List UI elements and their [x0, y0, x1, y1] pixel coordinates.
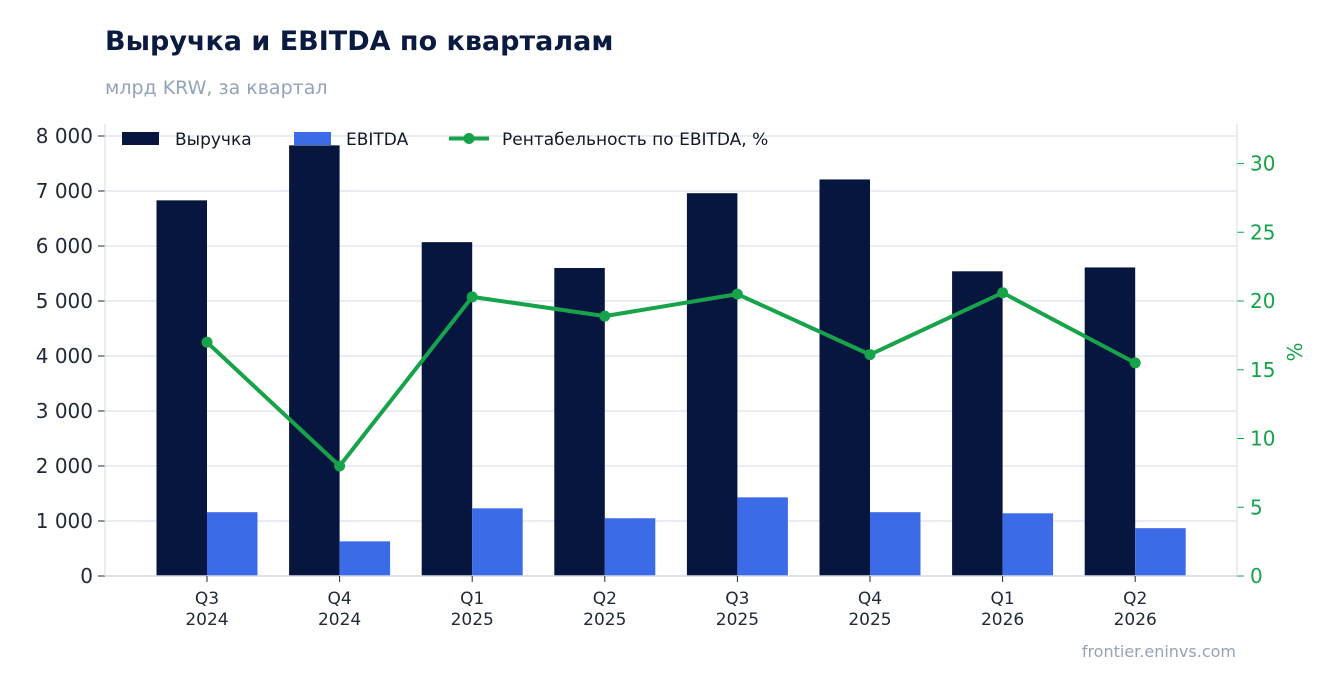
margin-point — [466, 291, 478, 303]
bar-revenue — [1084, 267, 1136, 576]
x-tick-label-year: 2025 — [716, 610, 759, 630]
y-right-tick-label: 5 — [1250, 495, 1263, 519]
bar-ebitda — [737, 497, 788, 576]
bar-revenue — [554, 268, 605, 576]
x-tick-label-quarter: Q3 — [725, 589, 749, 609]
bar-revenue — [156, 200, 207, 576]
bar-revenue — [686, 193, 738, 576]
y-left-tick-label: 3 000 — [36, 399, 93, 423]
legend-label-margin: Рентабельность по EBITDA, % — [502, 130, 768, 150]
bar-ebitda — [472, 508, 523, 576]
y-left-tick-label: 7 000 — [36, 179, 93, 203]
bar-layer — [156, 145, 1186, 576]
x-tick-label-year: 2026 — [1114, 610, 1157, 630]
y-left-tick-label: 6 000 — [36, 234, 93, 258]
y-right-tick-label: 30 — [1250, 152, 1275, 176]
y-right-tick-label: 20 — [1250, 289, 1275, 313]
bar-revenue — [952, 271, 1003, 576]
margin-point — [201, 336, 213, 348]
legend-swatch-ebitda — [294, 132, 331, 145]
legend: Выручка EBITDA Рентабельность по EBITDA, % — [122, 130, 768, 150]
source-label: frontier.eninvs.com — [1081, 642, 1236, 661]
bar-revenue — [289, 145, 340, 576]
bar-revenue — [819, 179, 870, 576]
y-right-tick-label: 15 — [1250, 358, 1275, 382]
margin-point — [731, 288, 743, 300]
y-left-tick-label: 8 000 — [36, 124, 93, 148]
x-tick-label-year: 2026 — [981, 610, 1024, 630]
chart-subtitle: млрд KRW, за квартал — [105, 77, 328, 99]
y-right-tick-label: 10 — [1250, 427, 1275, 451]
y-left-tick-label: 0 — [80, 564, 93, 588]
bar-ebitda — [870, 512, 921, 576]
x-tick-label-year: 2025 — [848, 610, 891, 630]
margin-point — [599, 310, 611, 322]
x-tick-label-year: 2025 — [583, 610, 626, 630]
legend-label-revenue: Выручка — [175, 130, 252, 150]
margin-line — [205, 290, 1138, 468]
bar-ebitda — [207, 512, 258, 576]
x-tick-label-year: 2025 — [451, 610, 494, 630]
bar-ebitda — [339, 541, 391, 576]
bar-ebitda — [1002, 513, 1054, 576]
x-tick-label-quarter: Q4 — [858, 589, 882, 609]
y-right-axis-label: % — [1283, 342, 1307, 361]
y-left-tick-label: 5 000 — [36, 289, 93, 313]
x-tick-label-quarter: Q2 — [1123, 589, 1147, 609]
margin-point — [864, 349, 876, 361]
margin-point — [997, 287, 1009, 299]
legend-label-ebitda: EBITDA — [346, 130, 409, 150]
line-layer — [201, 287, 1141, 472]
x-tick-label-quarter: Q4 — [327, 589, 351, 609]
y-right-tick-label: 0 — [1250, 564, 1263, 588]
x-tick-label-quarter: Q1 — [990, 589, 1014, 609]
y-right-tick-label: 25 — [1250, 220, 1275, 244]
x-tick-label-year: 2024 — [185, 610, 228, 630]
bar-ebitda — [604, 518, 656, 576]
legend-swatch-revenue — [122, 132, 159, 145]
x-tick-label-quarter: Q3 — [195, 589, 219, 609]
bar-revenue — [421, 242, 473, 576]
margin-point — [1129, 357, 1141, 369]
x-tick-label-quarter: Q2 — [593, 589, 617, 609]
chart-title: Выручка и EBITDA по кварталам — [105, 26, 614, 57]
y-left-tick-label: 1 000 — [36, 509, 93, 533]
x-tick-label-year: 2024 — [318, 610, 361, 630]
legend-swatch-margin-marker — [463, 133, 475, 144]
grid-layer — [105, 135, 1237, 577]
axis-layer: 0 1 000 2 000 3 000 4 000 5 000 6 000 7 000 8 00… — [36, 124, 1307, 630]
y-left-tick-label: 4 000 — [36, 344, 93, 368]
margin-point — [334, 460, 346, 472]
x-tick-label-quarter: Q1 — [460, 589, 484, 609]
bar-ebitda — [1135, 528, 1186, 576]
y-left-tick-label: 2 000 — [36, 454, 93, 478]
